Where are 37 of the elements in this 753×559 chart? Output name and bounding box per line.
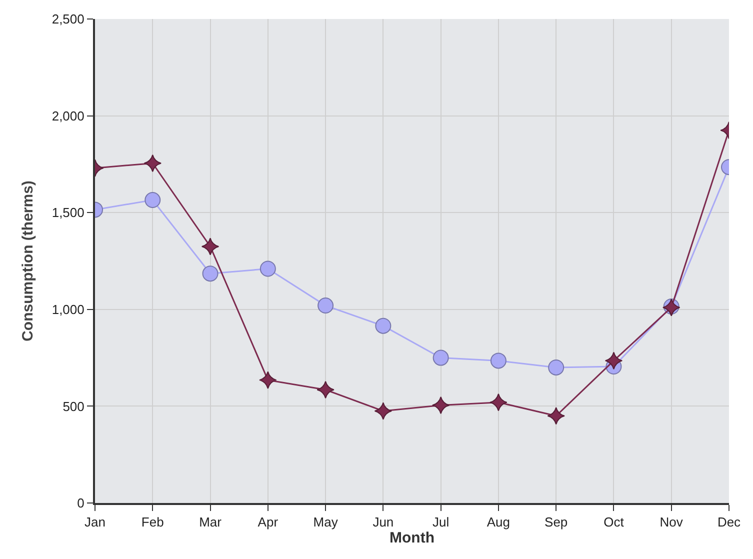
y-tick-label: 1,500 xyxy=(52,205,84,220)
point xyxy=(259,371,277,389)
point xyxy=(374,402,392,420)
point xyxy=(260,260,276,277)
y-tick-label: 2,500 xyxy=(52,12,84,27)
x-tick-label: May xyxy=(313,514,338,530)
x-tick-label: Mar xyxy=(199,514,222,530)
y-tick-label: 1,000 xyxy=(52,302,84,317)
point xyxy=(490,352,506,369)
point xyxy=(202,266,218,282)
x-tick-label: Dec xyxy=(717,514,742,530)
y-tick-label: 2,000 xyxy=(52,108,84,124)
x-tick-label: Nov xyxy=(660,514,684,530)
x-tick-label: Jun xyxy=(372,514,394,530)
y-tick-label: 0 xyxy=(77,496,84,511)
x-tick-label: Jul xyxy=(432,514,450,530)
point xyxy=(604,352,623,370)
x-tick-label: Apr xyxy=(258,514,279,530)
y-axis-title: Consumption (therms) xyxy=(20,180,37,342)
point xyxy=(318,298,334,314)
x-tick-label: Oct xyxy=(604,514,624,530)
x-tick-label: Feb xyxy=(141,514,164,530)
point xyxy=(432,350,449,366)
x-axis-title: Month xyxy=(390,530,434,547)
point xyxy=(144,192,161,208)
point xyxy=(375,318,392,334)
point xyxy=(490,393,508,412)
point xyxy=(144,154,162,172)
x-tick-label: Aug xyxy=(486,514,510,530)
y-tick-label: 500 xyxy=(62,398,84,414)
x-tick-label: Jan xyxy=(84,514,106,530)
point xyxy=(548,359,564,376)
point xyxy=(547,406,565,425)
point xyxy=(201,238,220,256)
x-tick-label: Sep xyxy=(544,514,568,530)
point xyxy=(432,396,450,414)
point xyxy=(316,380,334,399)
